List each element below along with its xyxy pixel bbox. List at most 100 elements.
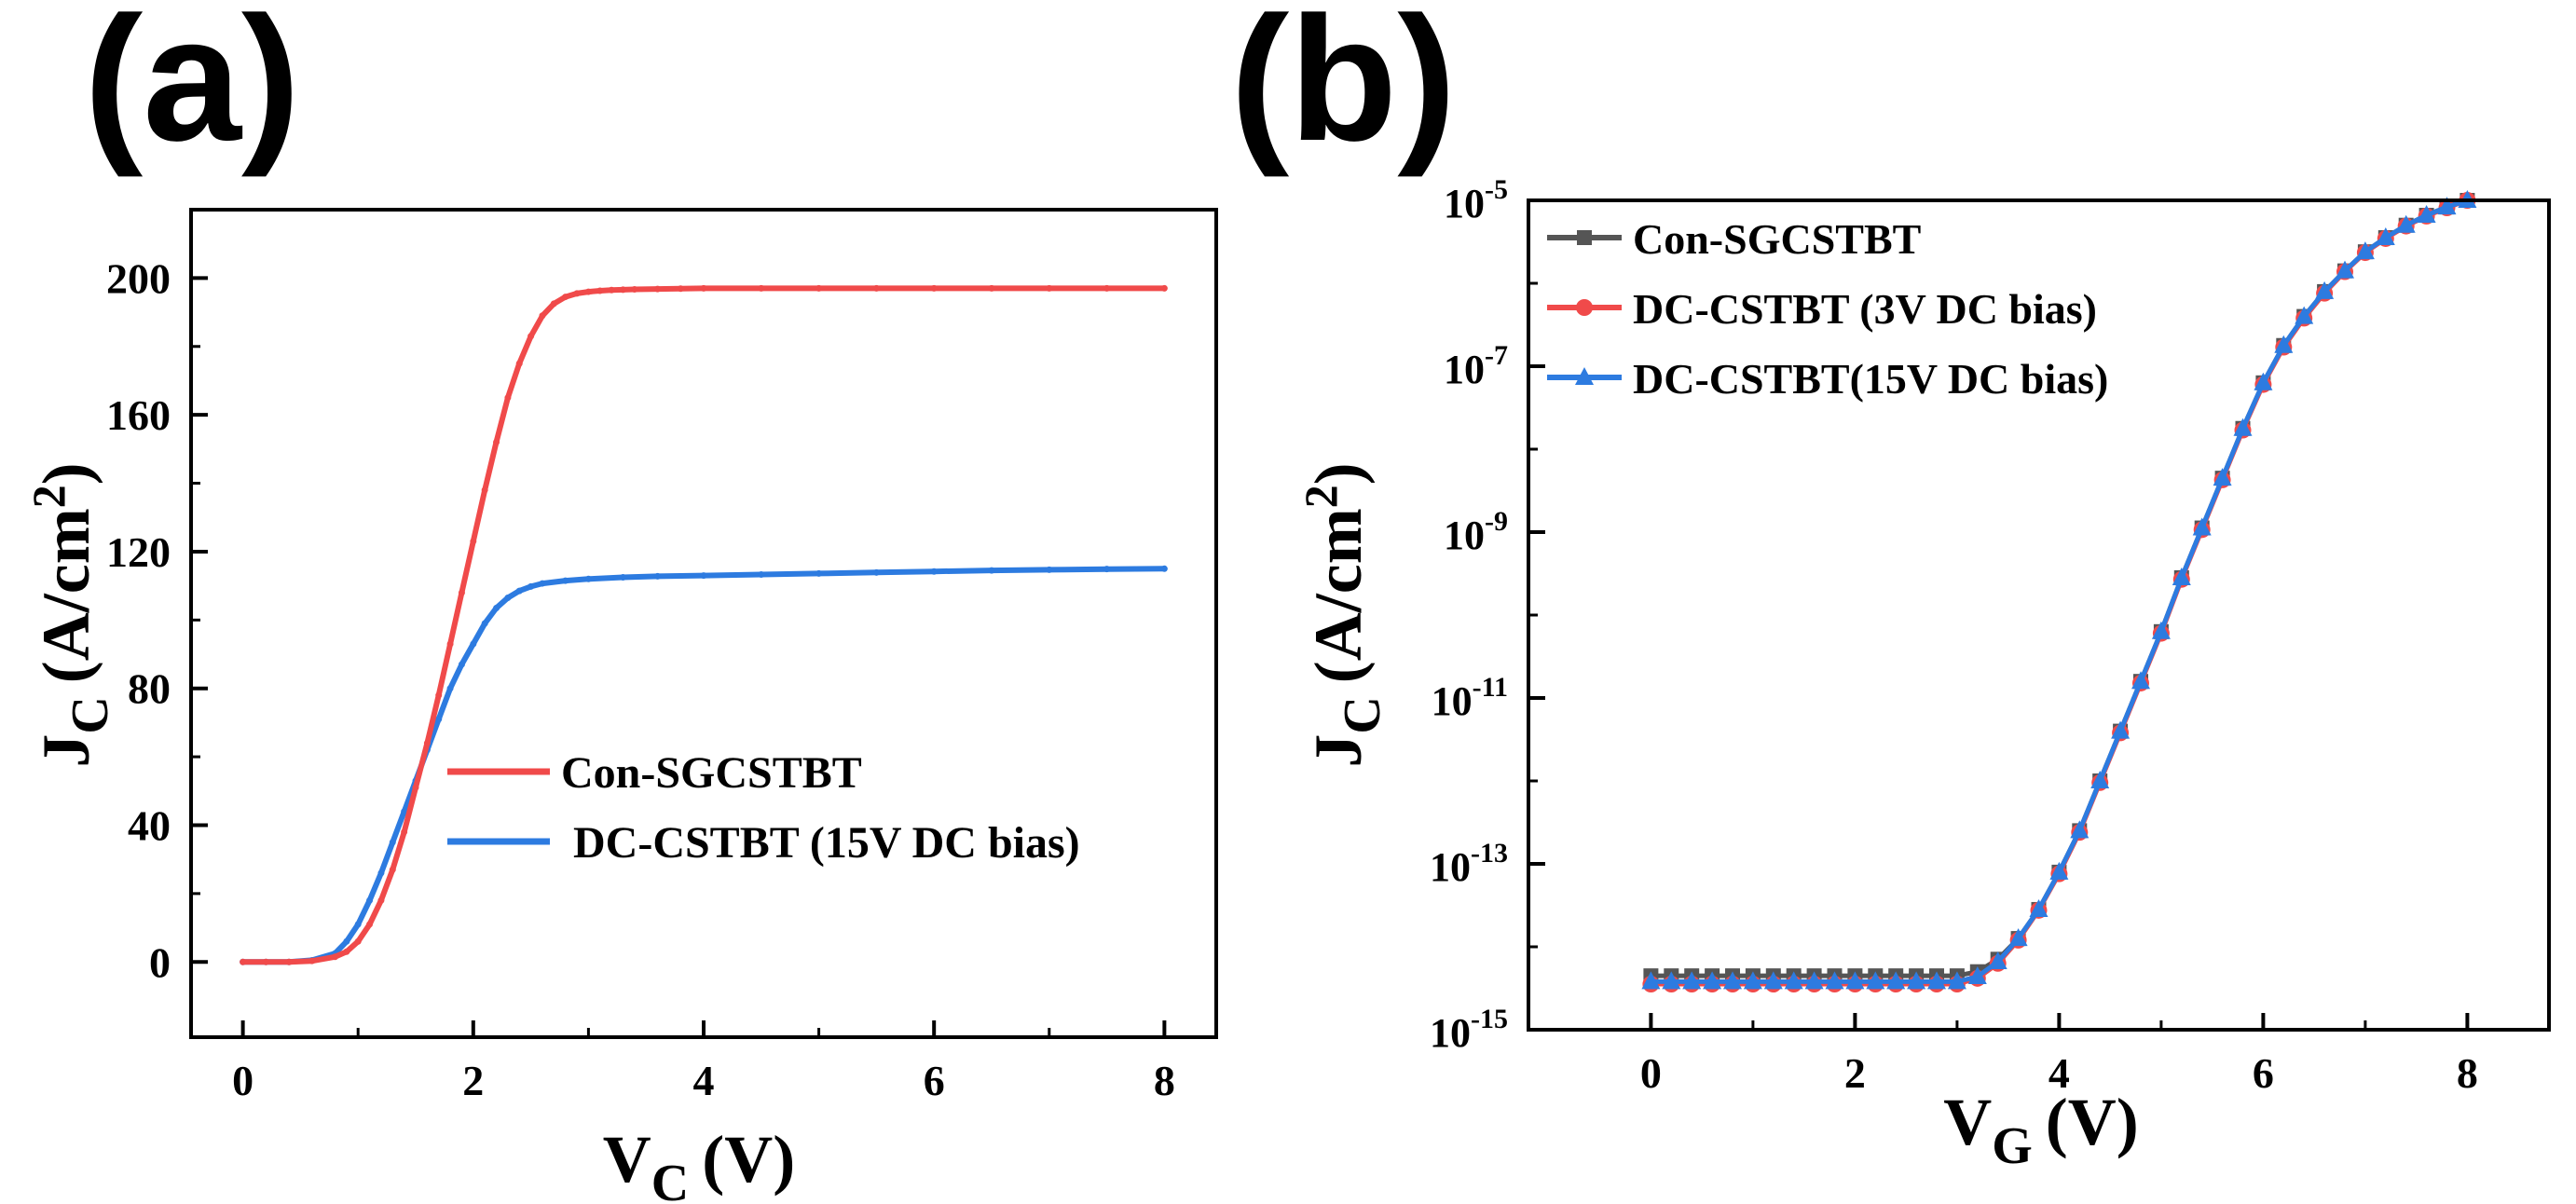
panel-b-point bbox=[1682, 971, 1702, 990]
panel-b-legend-marker bbox=[1575, 367, 1594, 385]
panel-b-point bbox=[1907, 971, 1926, 990]
panel-a-point bbox=[366, 921, 374, 928]
panel-a-point bbox=[654, 572, 662, 580]
panel-b-point bbox=[2111, 720, 2131, 739]
panel-a-point bbox=[389, 839, 396, 846]
panel-a-ytick-label: 120 bbox=[106, 528, 171, 576]
panel-a-xlabel: VC (V) bbox=[603, 1122, 795, 1204]
panel-a-point bbox=[262, 958, 269, 965]
panel-a-point bbox=[458, 661, 465, 668]
panel-a-point bbox=[539, 312, 546, 320]
panel-b-point bbox=[1927, 971, 1946, 990]
panel-a-point bbox=[515, 360, 523, 367]
panel-b-ylabel: JC (A/cm2) bbox=[1295, 462, 1391, 767]
panel-a-ylabel-unit: (A/cm bbox=[29, 508, 103, 683]
panel-a-point bbox=[550, 300, 557, 308]
panel-a-point bbox=[758, 571, 765, 579]
panel-b-legend-label: DC-CSTBT(15V DC bias) bbox=[1633, 355, 2108, 403]
panel-a-xlabel-main: V bbox=[603, 1122, 651, 1197]
panel-a-xtick-label: 4 bbox=[693, 1057, 715, 1104]
panel-b-ytick-label: 10-15 bbox=[1430, 1004, 1508, 1056]
panel-b-point bbox=[2008, 928, 2028, 947]
panel-a-ylabel-sup: 2 bbox=[22, 485, 75, 508]
panel-b-point bbox=[1703, 971, 1722, 990]
panel-a-point bbox=[539, 580, 546, 587]
panel-a-point bbox=[1160, 284, 1168, 292]
panel-a-point bbox=[872, 284, 880, 292]
panel-a-point bbox=[872, 568, 880, 576]
panel-a-legend: Con-SGCSTBT DC-CSTBT (15V DC bias) bbox=[447, 748, 1080, 868]
panel-a-ytick-label: 40 bbox=[128, 801, 171, 849]
panel-a-xtick-label: 8 bbox=[1154, 1057, 1175, 1104]
panel-a-point bbox=[562, 577, 569, 584]
panel-a-point bbox=[988, 284, 995, 292]
panel-a-ytick-label: 0 bbox=[149, 938, 171, 986]
panel-a-point bbox=[481, 486, 488, 494]
panel-a-point bbox=[677, 285, 684, 293]
panel-b-legend-marker bbox=[1576, 299, 1593, 316]
panel-a-ylabel-sub: C bbox=[62, 696, 119, 733]
panel-a-point bbox=[435, 716, 443, 723]
panel-b-point bbox=[2437, 197, 2457, 215]
panel-a-ylabel: JC (A/cm2) bbox=[22, 462, 119, 767]
panel-a-point bbox=[1103, 284, 1111, 292]
panel-a-point bbox=[815, 284, 823, 292]
panel-b-ytick-label: 10-13 bbox=[1430, 838, 1508, 890]
panel-a-point bbox=[354, 937, 362, 945]
panel-a-series-line bbox=[242, 566, 1165, 965]
panel-b-point bbox=[2355, 241, 2375, 260]
panel-a-point bbox=[401, 828, 408, 836]
panel-a-ylabel-main: J bbox=[29, 734, 103, 768]
panel-a-point bbox=[377, 869, 385, 877]
panel-a-point bbox=[493, 604, 500, 611]
panel-b-point bbox=[2151, 621, 2171, 639]
panel-b-point bbox=[1641, 971, 1661, 990]
panel-a-point bbox=[584, 575, 592, 582]
panel-a-point bbox=[435, 691, 443, 699]
panel-a-point bbox=[481, 620, 488, 627]
panel-b-ytick-label: 10-7 bbox=[1444, 340, 1508, 392]
panel-b-ylabel-main: J bbox=[1301, 734, 1376, 768]
panel-a-point bbox=[354, 921, 362, 928]
panel-b-xtick-label: 8 bbox=[2457, 1049, 2478, 1097]
panel-a-legend-label: DC-CSTBT (15V DC bias) bbox=[573, 818, 1080, 868]
panel-b-point bbox=[1825, 971, 1844, 990]
panel-b-xlabel-main: V bbox=[1943, 1085, 1992, 1159]
panel-a-xtick-label: 0 bbox=[232, 1057, 253, 1104]
panel-b-point bbox=[2315, 280, 2335, 299]
panel-b-point bbox=[2376, 227, 2395, 246]
panel-a-point bbox=[1046, 566, 1053, 573]
panel-b-xlabel-sub: G bbox=[1992, 1117, 2033, 1175]
panel-a-point bbox=[343, 948, 350, 955]
panel-b-point bbox=[2049, 861, 2069, 880]
panel-a-point bbox=[758, 284, 765, 292]
panel-a-point bbox=[631, 285, 638, 293]
panel-b-point bbox=[2192, 517, 2212, 536]
panel-b-point bbox=[2336, 260, 2354, 279]
panel-a-point bbox=[458, 589, 465, 596]
panel-b-ytick-label: 10-5 bbox=[1444, 174, 1508, 226]
panel-a-ytick-label: 80 bbox=[128, 665, 171, 713]
panel-a-point bbox=[504, 394, 512, 402]
panel-a-point bbox=[343, 937, 350, 945]
panel-b-xtick-label: 4 bbox=[2048, 1049, 2070, 1097]
panel-a-point bbox=[389, 866, 396, 873]
panel-b-point bbox=[1967, 966, 1987, 985]
panel-a-series-line bbox=[242, 285, 1165, 965]
panel-a-xtick-label: 6 bbox=[924, 1057, 945, 1104]
panel-b-point bbox=[2070, 820, 2090, 839]
panel-a-ylabel-close: ) bbox=[29, 462, 103, 485]
panel-b-point bbox=[1845, 971, 1865, 990]
panel-a-point bbox=[412, 784, 419, 791]
panel-a-point bbox=[1046, 284, 1053, 292]
panel-a-xlabel-sub: C bbox=[651, 1155, 689, 1204]
panel-a-point bbox=[700, 284, 707, 292]
panel-b-point bbox=[2233, 417, 2253, 436]
panel-b-xlabel: VG (V) bbox=[1943, 1085, 2139, 1175]
panel-b-ylabel-sup: 2 bbox=[1295, 485, 1347, 508]
panel-b-point bbox=[2172, 567, 2191, 585]
panel-b-point bbox=[2274, 335, 2294, 353]
panel-b-point bbox=[1988, 951, 2007, 970]
panel-a-xtick-label: 2 bbox=[462, 1057, 484, 1104]
panel-b-ytick-label: 10-11 bbox=[1432, 672, 1508, 724]
